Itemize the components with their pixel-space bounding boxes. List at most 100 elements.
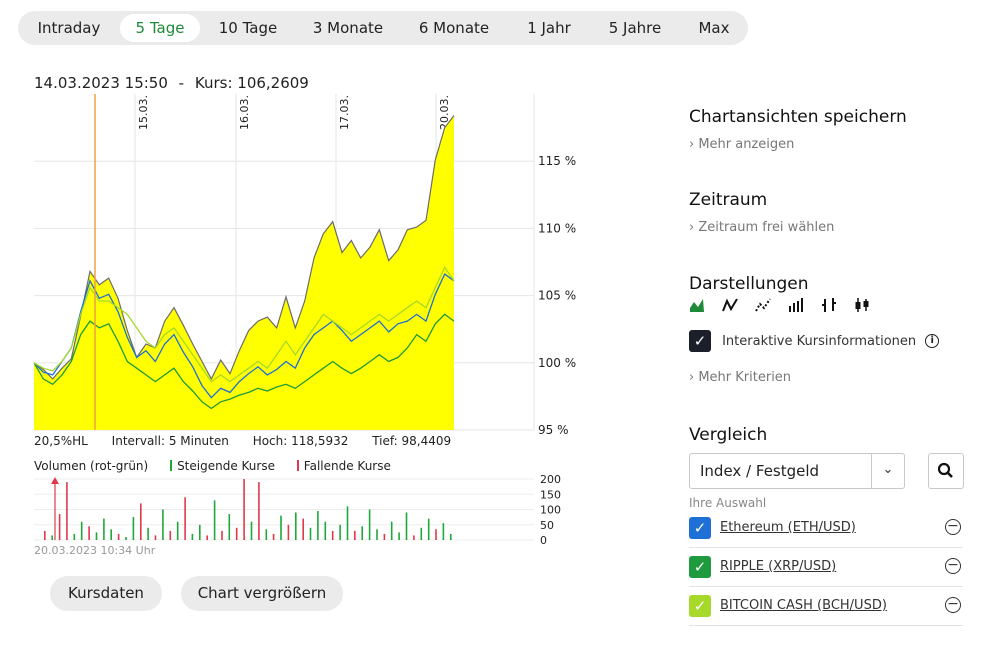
zeitraum-section: Zeitraum › Zeitraum frei wählen (689, 190, 963, 235)
volume-bar (117, 533, 120, 540)
tab-5-jahre[interactable]: 5 Jahre (608, 19, 662, 37)
compare-name[interactable]: BITCOIN CASH (BCH/USD) (720, 598, 887, 613)
volume-bar (317, 511, 319, 540)
volume-title: Volumen (rot-grün) (34, 459, 149, 473)
line-chart-icon[interactable] (722, 297, 738, 313)
y-tick-label: 115 % (538, 154, 576, 168)
tab-6-monate[interactable]: 6 Monate (418, 19, 490, 37)
search-icon (937, 462, 953, 478)
volume-bar (88, 526, 90, 540)
volume-bar (383, 533, 386, 540)
volume-bar (295, 512, 297, 540)
volume-bar (339, 524, 341, 541)
volume-bar (125, 537, 127, 540)
tab-1-jahr[interactable]: 1 Jahr (527, 19, 571, 37)
vergleich-section: Vergleich (689, 425, 963, 445)
compare-checkbox[interactable]: ✓ (689, 556, 711, 578)
volume-bar (420, 527, 423, 540)
interactive-info-checkbox[interactable]: ✓ (689, 330, 711, 352)
volume-tick-label: 100 (540, 504, 561, 517)
darstellungen-title: Darstellungen (689, 274, 809, 294)
chart-vergroessern-button[interactable]: Chart vergrößern (181, 576, 343, 611)
candlestick-icon[interactable] (854, 297, 870, 313)
x-date-label: 16.03. (238, 95, 251, 130)
volume-bar (132, 517, 135, 540)
mehr-kriterien-label: Mehr Kriterien (698, 370, 792, 385)
update-timestamp: 20.03.2023 10:34 Uhr (34, 544, 156, 557)
volume-bar (427, 518, 430, 540)
info-icon[interactable]: i (925, 334, 940, 348)
hlc-bars-icon[interactable] (821, 297, 837, 313)
mehr-anzeigen-label: Mehr anzeigen (698, 137, 795, 152)
falling-marker-icon (296, 460, 299, 471)
save-views-section: Chartansichten speichern › Mehr anzeigen (689, 107, 963, 152)
volume-marker-arrow-icon (51, 477, 59, 484)
vergleich-title: Vergleich (689, 425, 768, 445)
volume-bar (405, 512, 408, 540)
area-fill (34, 115, 454, 430)
compare-item-ripple: ✓ RIPPLE (XRP/USD) − (689, 548, 963, 587)
volume-bar (154, 535, 157, 540)
volume-bar (398, 532, 400, 540)
volume-bar (413, 535, 415, 540)
tab-3-monate[interactable]: 3 Monate (312, 19, 384, 37)
stat-hoch: Hoch: 118,5932 (252, 434, 349, 448)
volume-bar (250, 521, 253, 540)
volume-bar (110, 529, 112, 540)
volume-bar (302, 518, 304, 540)
volume-bar (287, 524, 290, 541)
chart-stats: 20,5%HL Intervall: 5 Minuten Hoch: 118,5… (34, 434, 471, 448)
volume-bar (147, 527, 149, 540)
volume-legend: Volumen (rot-grün) Steigende Kurse Falle… (34, 459, 391, 473)
remove-circle-icon[interactable]: − (945, 597, 961, 613)
mehr-kriterien-link[interactable]: › Mehr Kriterien (689, 370, 963, 385)
ihre-auswahl-label: Ihre Auswahl (689, 496, 767, 510)
volume-bar (324, 521, 327, 540)
volume-bar (368, 509, 371, 540)
volume-bar (390, 521, 393, 540)
compare-name[interactable]: RIPPLE (XRP/USD) (720, 559, 837, 574)
volume-bar (331, 530, 334, 540)
time-range-tabs: Intraday 5 Tage 10 Tage 3 Monate 6 Monat… (18, 11, 748, 45)
y-tick-label: 100 % (538, 356, 576, 370)
volume-bar (258, 482, 260, 540)
volume-bar (272, 533, 275, 540)
interactive-info-row[interactable]: ✓ Interaktive Kursinformationen i (689, 330, 963, 352)
series-line (33, 313, 455, 410)
volume-bar (66, 482, 68, 540)
compare-checkbox[interactable]: ✓ (689, 517, 711, 539)
zeitraum-link[interactable]: › Zeitraum frei wählen (689, 220, 963, 235)
ohlc-bars-icon[interactable] (788, 297, 804, 313)
volume-bar (221, 530, 223, 540)
volume-bar (199, 524, 201, 541)
compare-name[interactable]: Ethereum (ETH/USD) (720, 520, 856, 535)
price-value: Kurs: 106,2609 (194, 74, 309, 92)
remove-circle-icon[interactable]: − (945, 558, 961, 574)
compare-select[interactable]: Index / Festgeld ⌄ (689, 453, 905, 489)
volume-tick-label: 150 (540, 488, 561, 501)
chevron-right-icon: › (689, 220, 695, 235)
tab-10-tage[interactable]: 10 Tage (218, 19, 278, 37)
volume-bar (103, 518, 105, 540)
kursdaten-button[interactable]: Kursdaten (50, 576, 162, 611)
volume-bar (169, 530, 172, 540)
volume-bar (280, 515, 282, 540)
area-chart-icon[interactable] (689, 297, 705, 313)
compare-checkbox[interactable]: ✓ (689, 595, 711, 617)
tab-max[interactable]: Max (698, 19, 730, 37)
volume-bar (450, 533, 452, 540)
stat-tief: Tief: 98,4409 (372, 434, 452, 448)
tab-intraday[interactable]: Intraday (37, 19, 101, 37)
volume-tick-label: 200 (540, 473, 561, 486)
x-date-label: 15.03. (137, 95, 150, 130)
tab-5-tage[interactable]: 5 Tage (120, 14, 200, 42)
search-button[interactable] (928, 453, 964, 489)
dotted-line-icon[interactable] (755, 297, 772, 313)
remove-circle-icon[interactable]: − (945, 519, 961, 535)
chevron-down-icon[interactable]: ⌄ (871, 454, 904, 488)
mehr-kriterien-section: › Mehr Kriterien (689, 360, 963, 385)
mehr-anzeigen-link[interactable]: › Mehr anzeigen (689, 137, 963, 152)
series-line (33, 273, 455, 399)
volume-tick-label: 0 (540, 534, 547, 547)
stat-intervall: Intervall: 5 Minuten (111, 434, 229, 448)
